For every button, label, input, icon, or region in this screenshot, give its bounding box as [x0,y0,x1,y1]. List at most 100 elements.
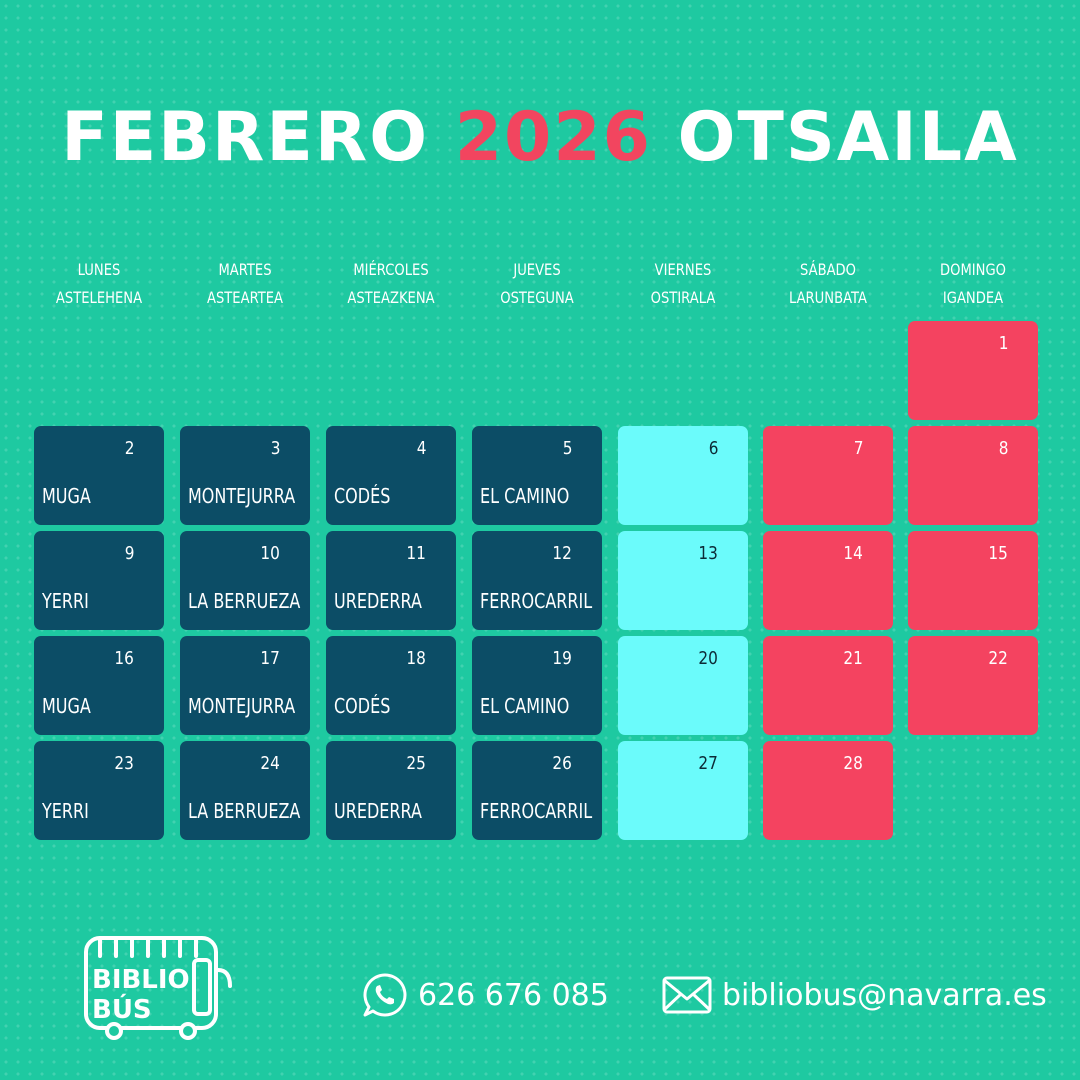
day-number: 28 [843,753,863,774]
day-cell: 27 [618,741,748,840]
day-cell: 6 [618,426,748,525]
day-number: 19 [552,648,572,669]
day-number: 26 [552,753,572,774]
day-cell: 17 MONTEJURRA [180,636,310,735]
page-title: FEBRERO 2026 OTSAILA [0,98,1080,177]
day-cell: 12 FERROCARRIL [472,531,602,630]
day-cell: 21 [763,636,893,735]
day-number: 11 [406,543,426,564]
day-number: 22 [988,648,1008,669]
day-cell: 9 YERRI [34,531,164,630]
day-route: FERROCARRIL [480,589,593,613]
weekday-label-eu: ASTEAZKENA [347,288,435,307]
day-cell: 19 EL CAMINO [472,636,602,735]
day-cell: 5 EL CAMINO [472,426,602,525]
day-number: 1 [998,333,1008,354]
phone-number: 626 676 085 [418,977,609,1013]
day-cell: 2 MUGA [34,426,164,525]
day-number: 2 [124,438,134,459]
weekday-label-es: JUEVES [513,260,561,279]
day-cell: 11 UREDERRA [326,531,456,630]
day-route: MUGA [42,484,91,508]
day-cell: 28 [763,741,893,840]
weekday-friday: VIERNES OSTIRALA [630,256,737,312]
day-number: 6 [708,438,718,459]
day-route: LA BERRUEZA [188,589,301,613]
day-cell: 18 CODÉS [326,636,456,735]
day-cell: 25 UREDERRA [326,741,456,840]
day-number: 13 [698,543,718,564]
weekday-label-es: SÁBADO [800,260,856,279]
day-number: 27 [698,753,718,774]
day-cell: 10 LA BERRUEZA [180,531,310,630]
day-cell: 15 [908,531,1038,630]
day-cell: 8 [908,426,1038,525]
phone-contact[interactable]: 626 676 085 [362,972,609,1018]
day-cell: 16 MUGA [34,636,164,735]
day-number: 14 [843,543,863,564]
day-number: 24 [260,753,280,774]
logo-line1: BIBLIO [92,965,190,995]
title-month-es: FEBRERO [61,98,429,177]
day-number: 15 [988,543,1008,564]
day-route: FERROCARRIL [480,799,593,823]
day-number: 25 [406,753,426,774]
email-address: bibliobus@navarra.es [722,977,1047,1013]
day-route: YERRI [42,589,89,613]
weekday-monday: LUNES ASTELEHENA [46,256,153,312]
weekday-label-es: MARTES [218,260,272,279]
weekday-wednesday: MIÉRCOLES ASTEAZKENA [338,256,445,312]
whatsapp-icon [363,973,407,1017]
day-route: CODÉS [334,694,391,718]
logo-line2: BÚS [92,993,152,1025]
day-route: CODÉS [334,484,391,508]
weekday-label-eu: LARUNBATA [788,288,868,307]
day-route: EL CAMINO [480,484,570,508]
title-year: 2026 [454,98,652,177]
weekday-label-es: MIÉRCOLES [353,260,429,279]
weekday-label-eu: OSTEGUNA [500,288,574,307]
day-number: 3 [270,438,280,459]
day-cell: 20 [618,636,748,735]
weekday-tuesday: MARTES ASTEARTEA [192,256,299,312]
weekday-label-eu: ASTELEHENA [55,288,143,307]
day-number: 20 [698,648,718,669]
weekday-label-es: DOMINGO [940,260,1006,279]
day-route: UREDERRA [334,799,422,823]
day-route: MONTEJURRA [188,694,296,718]
day-cell: 7 [763,426,893,525]
weekday-saturday: SÁBADO LARUNBATA [775,256,882,312]
day-cell: 26 FERROCARRIL [472,741,602,840]
day-number: 9 [124,543,134,564]
weekday-label-eu: IGANDEA [942,288,1004,307]
day-cell: 14 [763,531,893,630]
day-number: 16 [114,648,134,669]
day-route: MONTEJURRA [188,484,296,508]
day-cell: 22 [908,636,1038,735]
envelope-icon [662,976,712,1014]
day-route: YERRI [42,799,89,823]
weekday-label-eu: OSTIRALA [650,288,716,307]
day-number: 23 [114,753,134,774]
day-number: 8 [998,438,1008,459]
day-number: 10 [260,543,280,564]
day-number: 5 [562,438,572,459]
weekday-label-es: VIERNES [654,260,712,279]
day-route: MUGA [42,694,91,718]
day-number: 18 [406,648,426,669]
day-route: UREDERRA [334,589,422,613]
weekday-label-es: LUNES [77,260,121,279]
weekday-label-eu: ASTEARTEA [206,288,284,307]
day-cell: 23 YERRI [34,741,164,840]
day-cell: 13 [618,531,748,630]
day-number: 4 [416,438,426,459]
bibliobus-logo-icon: BIBLIO BÚS [84,936,232,1040]
day-number: 17 [260,648,280,669]
title-month-eu: OTSAILA [677,98,1019,177]
day-cell: 1 [908,321,1038,420]
day-number: 12 [552,543,572,564]
email-contact[interactable]: bibliobus@navarra.es [662,972,1047,1018]
day-number: 7 [853,438,863,459]
day-cell: 3 MONTEJURRA [180,426,310,525]
weekday-sunday: DOMINGO IGANDEA [920,256,1027,312]
